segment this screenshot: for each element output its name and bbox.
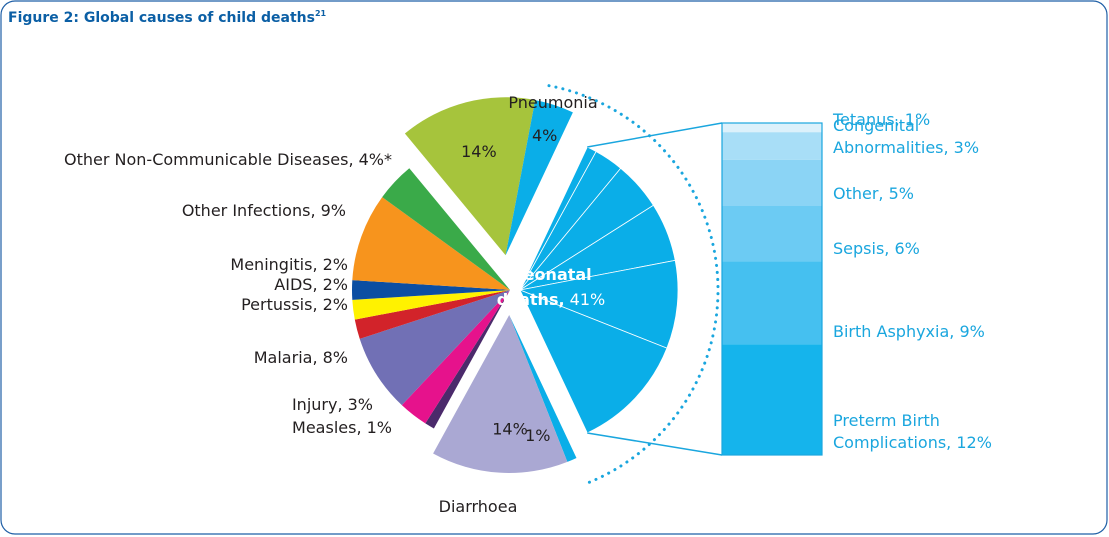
pie-slice (404, 97, 536, 256)
breakdown-bar (722, 206, 822, 262)
title-text: Figure 2: Global causes of child deaths (8, 10, 315, 26)
breakdown-bar (722, 261, 822, 345)
neonatal-value-label: 41% (569, 290, 606, 309)
slice-value-label: 1% (525, 426, 550, 445)
slice-value-label: 14% (461, 142, 497, 161)
breakdown-label: Sepsis, 6% (833, 239, 920, 259)
breakdown-label: Birth Asphyxia, 9% (833, 322, 985, 342)
neonatal-arc (547, 84, 720, 485)
slice-label: AIDS, 2% (274, 275, 348, 294)
slice-name: Diarrhoea (439, 497, 518, 516)
breakdown-bar (722, 132, 822, 160)
neonatal-sub-slice (519, 289, 668, 434)
pie-slice (401, 290, 510, 424)
breakdown-label: Tetanus, 1% (833, 110, 931, 130)
neonatal-label: Neonatal deaths, 41% (492, 262, 610, 312)
connector (587, 432, 723, 456)
slice-label: Malaria, 8% (254, 348, 348, 367)
pie-slice (352, 280, 510, 300)
slice-name: Pneumonia (508, 93, 597, 112)
pie-slice (352, 197, 510, 290)
slice-label: Injury, 3% (292, 395, 373, 414)
pie-slice (425, 290, 510, 429)
slice-label: Pertussis, 2% (241, 295, 348, 314)
pie-slice (505, 100, 573, 256)
pie-slice (509, 314, 577, 462)
breakdown-bar (722, 344, 822, 455)
breakdown-outline (721, 122, 823, 456)
breakdown-bar (722, 123, 822, 133)
slice-label: Other Non-Communicable Diseases, 4%* (64, 150, 392, 169)
connector (587, 122, 723, 148)
slice-value-label: 4% (532, 126, 557, 145)
pie-slice (382, 168, 510, 290)
neonatal-sub-slice (518, 259, 679, 349)
pie-slice (354, 290, 510, 339)
breakdown-label: Other, 5% (833, 184, 914, 203)
breakdown-label: Preterm Birth Complications, 12% (833, 411, 992, 452)
chart-title: Figure 2: Global causes of child deaths2… (8, 9, 327, 26)
neonatal-label-text: Neonatal deaths, (496, 265, 592, 309)
pie-slice (359, 290, 510, 406)
slice-label: Other Infections, 9% (182, 201, 346, 220)
slice-value-label: 14% (492, 420, 528, 439)
title-footnote: 21 (315, 9, 327, 18)
breakdown-bar (722, 159, 822, 206)
pie-slice (352, 290, 510, 320)
pie-slice (433, 314, 568, 473)
slice-label: Meningitis, 2% (230, 255, 348, 274)
breakdown-label: Congenital Abnormalities, 3% (833, 115, 980, 157)
slice-label: Measles, 1% (292, 418, 392, 437)
